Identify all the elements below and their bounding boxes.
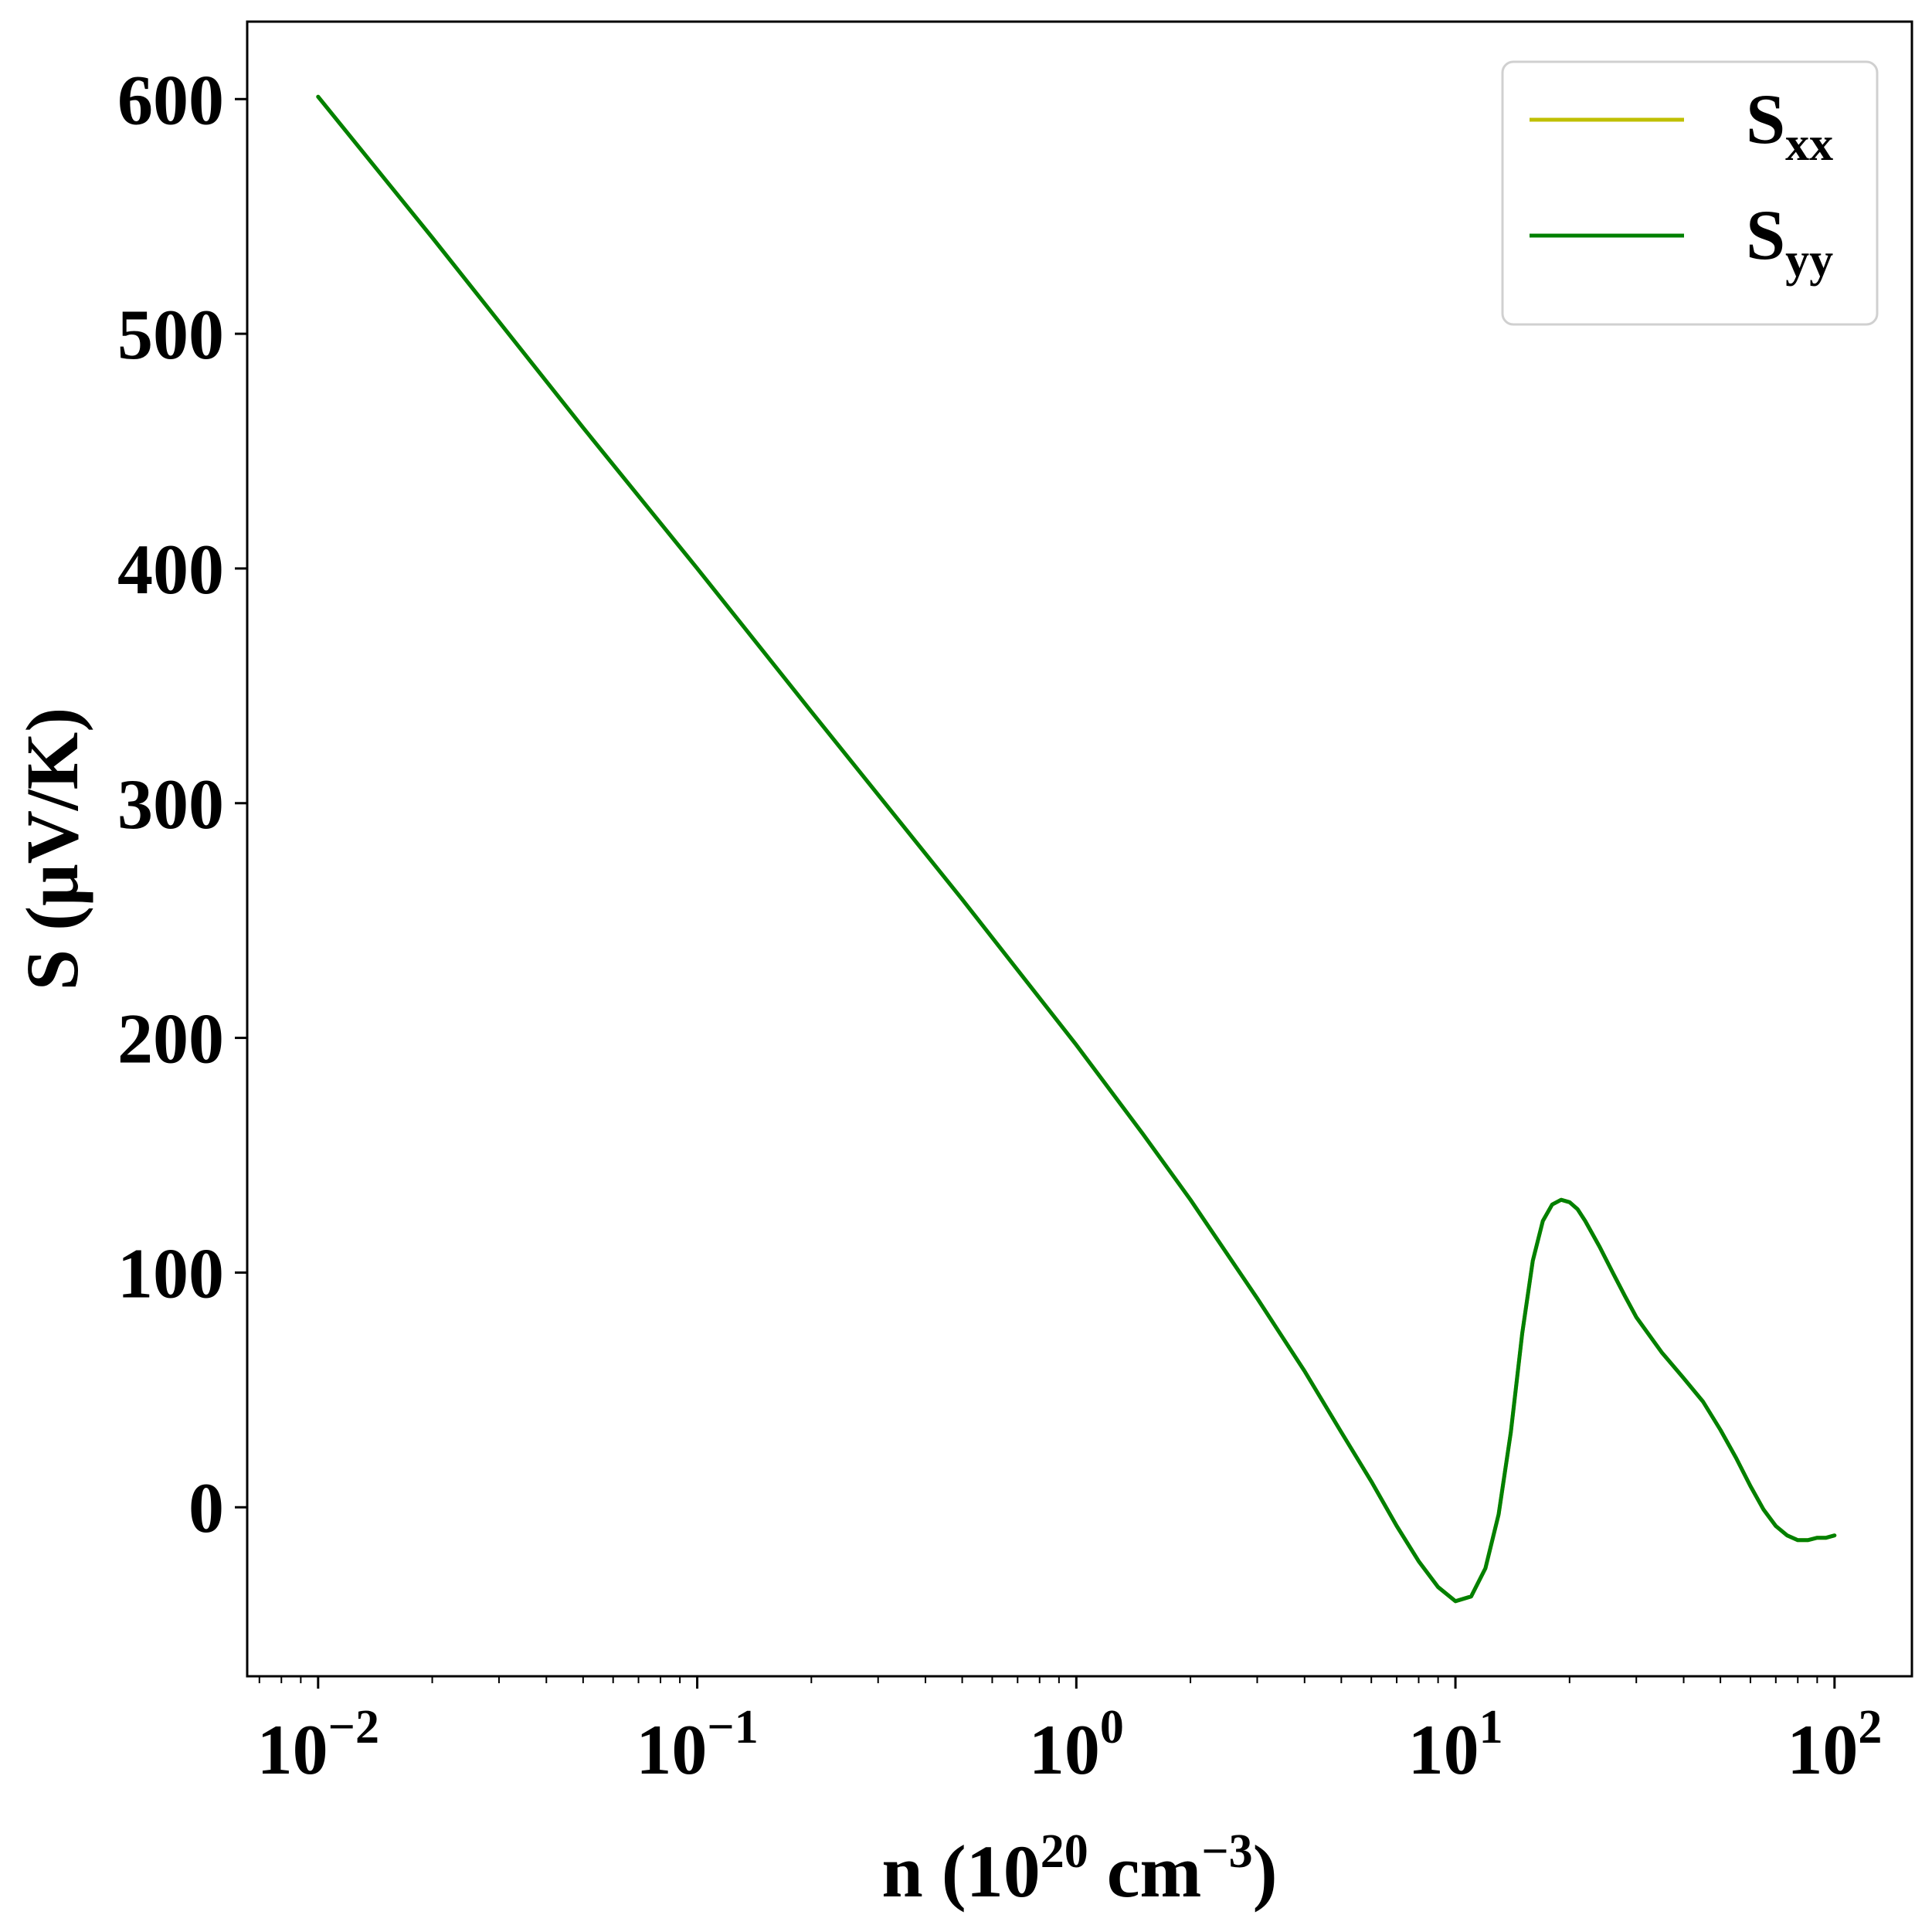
x-tick-label-exponent: 2: [1858, 1701, 1882, 1754]
y-tick-label-100: 100: [117, 1234, 224, 1312]
legend-box: [1501, 60, 1879, 326]
x-tick-label-base: 10: [1029, 1710, 1100, 1789]
legend-label-syy: Syy: [1746, 195, 1833, 287]
series-line-syy: [316, 94, 1837, 1604]
x-axis-label-close: ): [1253, 1830, 1278, 1913]
x-tick-label-10e−1: 10−1: [636, 1701, 758, 1789]
legend: Sxx Syy: [1501, 60, 1879, 326]
x-axis-label-unit-exponent: −3: [1201, 1825, 1252, 1878]
y-tick-label-500: 500: [117, 295, 224, 374]
y-tick-label-200: 200: [117, 1000, 224, 1078]
series-layer: [316, 94, 1837, 1604]
x-tick-label-base: 10: [1408, 1710, 1479, 1789]
legend-label-syy-base: S: [1746, 195, 1785, 274]
x-tick-label-exponent: 0: [1100, 1701, 1124, 1754]
plot-frame: [246, 20, 1913, 1678]
y-tick-label-600: 600: [117, 60, 224, 139]
legend-label-sxx: Sxx: [1746, 80, 1833, 171]
x-axis-label-unit: cm: [1088, 1830, 1202, 1913]
legend-label-syy-sub: yy: [1785, 234, 1833, 287]
x-tick-label-10e−2: 10−2: [257, 1701, 379, 1789]
legend-label-sxx-base: S: [1746, 80, 1785, 158]
x-tick-label-base: 10: [636, 1710, 707, 1789]
x-tick-label-exponent: −1: [707, 1701, 758, 1754]
x-tick-label-base: 10: [1787, 1710, 1858, 1789]
x-axis-label: n (1020 cm−3): [881, 1825, 1277, 1913]
x-tick-label-exponent: 1: [1479, 1701, 1503, 1754]
y-tick-label-0: 0: [188, 1468, 224, 1547]
x-tick-label-base: 10: [257, 1710, 328, 1789]
x-tick-label-10e2: 102: [1787, 1701, 1882, 1789]
y-axis-label: S (μV/K): [11, 708, 93, 990]
y-tick-label-300: 300: [117, 765, 224, 844]
x-tick-label-exponent: −2: [328, 1701, 379, 1754]
x-axis-label-exponent: 20: [1041, 1825, 1088, 1878]
legend-label-sxx-sub: xx: [1785, 118, 1833, 171]
x-tick-label-10e0: 100: [1029, 1701, 1124, 1789]
x-axis-label-base: n (10: [881, 1830, 1040, 1913]
y-tick-label-400: 400: [117, 530, 224, 609]
x-tick-label-10e1: 101: [1408, 1701, 1503, 1789]
